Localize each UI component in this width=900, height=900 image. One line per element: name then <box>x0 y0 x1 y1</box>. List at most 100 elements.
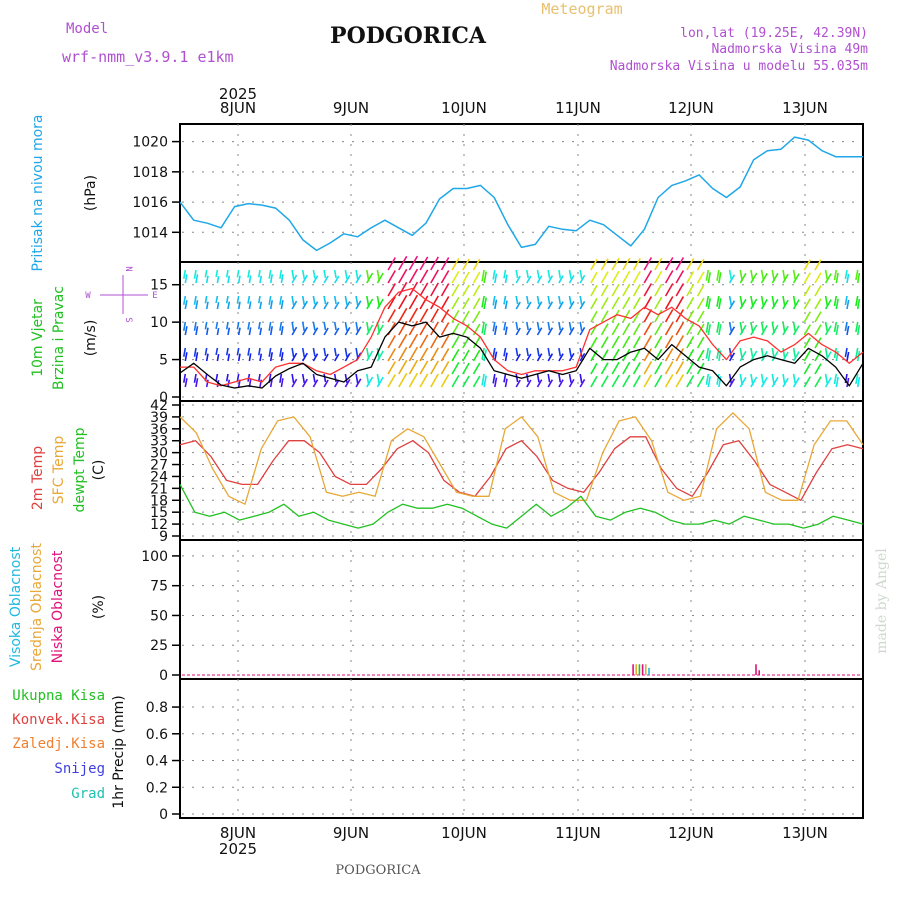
wind-arrow <box>503 269 507 279</box>
wind-arrow <box>536 295 540 305</box>
wind-arrow <box>504 326 508 336</box>
wind-arrow <box>323 353 329 362</box>
wind-arrow <box>728 295 733 306</box>
wind-arrow <box>705 373 710 385</box>
wind-arrow <box>472 323 481 336</box>
y-tick-label: 39 <box>150 410 168 426</box>
y-tick-label: 0 <box>159 390 168 406</box>
wind-arrow <box>803 350 811 362</box>
wind-arrow <box>664 270 674 284</box>
wind-arrow <box>771 324 779 336</box>
wind-arrow <box>333 373 337 383</box>
wind-arrow <box>301 269 306 280</box>
wind-arrow <box>430 360 439 375</box>
wind-arrow <box>355 378 362 388</box>
wind-arrow <box>568 300 575 310</box>
wind-arrow <box>227 301 231 310</box>
wind-arrow <box>333 347 337 357</box>
wind-arrow <box>259 275 263 284</box>
wind-arrow <box>323 295 327 305</box>
wind-arrow <box>696 323 705 336</box>
wind-arrow <box>739 324 747 336</box>
wind-arrow <box>302 274 308 284</box>
wind-arrow <box>579 326 586 336</box>
wind-arrow <box>814 337 822 349</box>
wind-arrow <box>398 268 408 284</box>
wind-arrow <box>419 360 429 375</box>
wind-arrow <box>558 327 564 336</box>
wind-arrow <box>750 272 758 284</box>
top-day-label: 11JUN <box>555 99 601 117</box>
wind-arrow <box>654 283 663 297</box>
wind-gust-line <box>180 287 864 387</box>
wind-arrow <box>760 324 768 336</box>
bottom-day-labels: 8JUN 9JUN 10JUN 11JUN 12JUN 13JUN <box>220 824 828 842</box>
wind-arrow <box>183 321 187 331</box>
wind-arrow <box>803 285 811 297</box>
wind-arrow <box>492 295 496 306</box>
y-tick-label: 1016 <box>132 195 168 211</box>
wind-arrow <box>205 327 209 336</box>
wind-arrow <box>451 309 460 323</box>
wind-arrow <box>654 335 663 349</box>
wind-arrow <box>739 350 747 362</box>
wind-arrow <box>312 321 316 331</box>
wind-arrow <box>312 275 319 284</box>
y-tick-label: 0.6 <box>146 727 168 743</box>
wind-arrow <box>291 326 298 336</box>
wind-arrow <box>590 297 598 310</box>
wind-arrow <box>184 352 188 362</box>
wind-arrow <box>515 379 521 388</box>
wind-arrow <box>686 322 695 336</box>
wind-arrow <box>600 323 609 336</box>
wind-arrow <box>408 268 419 284</box>
wind-arrow <box>515 321 519 331</box>
wind-arrow <box>547 353 554 362</box>
wind-arrow <box>302 378 308 388</box>
wind-arrow <box>503 295 507 305</box>
wind-arrow <box>590 271 598 284</box>
y-tick-label: 0 <box>159 807 168 823</box>
wind-arrow <box>247 269 251 278</box>
wind-arrow <box>846 377 850 388</box>
wind-arrow <box>686 283 695 297</box>
wind-arrow <box>792 273 800 284</box>
wind-arrow <box>204 269 208 278</box>
wind-arrow <box>568 352 575 362</box>
y-tick-label: 12 <box>150 517 168 533</box>
wind-arrow <box>844 347 848 358</box>
wind-arrow <box>387 309 396 323</box>
wind-arrow <box>344 321 348 331</box>
wind-arrow <box>760 272 768 284</box>
wind-arrow <box>387 283 396 297</box>
grid-lines <box>182 124 861 818</box>
pressure-title: Pritisak na nivou mora <box>30 114 46 271</box>
wind-arrow <box>558 301 564 310</box>
bottom-day-label: 12JUN <box>668 824 714 842</box>
wind-arrow <box>675 296 685 310</box>
wind-arrow <box>782 373 786 385</box>
wind-arrow <box>579 352 586 362</box>
wind-arrow <box>547 269 551 279</box>
wind-arrow <box>408 359 419 375</box>
wind-arrow <box>632 284 641 297</box>
wind-arrow <box>536 275 543 284</box>
wind-arrow <box>280 352 284 362</box>
wind-arrow <box>376 324 384 336</box>
precip-snow-label: Snijeg <box>54 761 105 777</box>
wind-arrow <box>760 298 768 310</box>
wind-arrow <box>590 310 598 323</box>
wind-arrow <box>237 275 241 284</box>
wind-arrow <box>558 379 564 388</box>
wind-arrow <box>696 362 705 375</box>
wind-arrow <box>622 296 631 310</box>
wind-arrow <box>472 310 481 323</box>
wind-arrow <box>844 269 848 280</box>
wind-arrow <box>204 295 208 304</box>
wind-title-2: Brzina i Pravac <box>51 286 67 390</box>
y-tick-label: 0 <box>159 668 168 684</box>
wind-arrow <box>494 299 498 310</box>
wind-arrow <box>622 361 631 375</box>
wind-arrow <box>643 348 653 362</box>
y-tick-label: 1020 <box>132 135 168 151</box>
